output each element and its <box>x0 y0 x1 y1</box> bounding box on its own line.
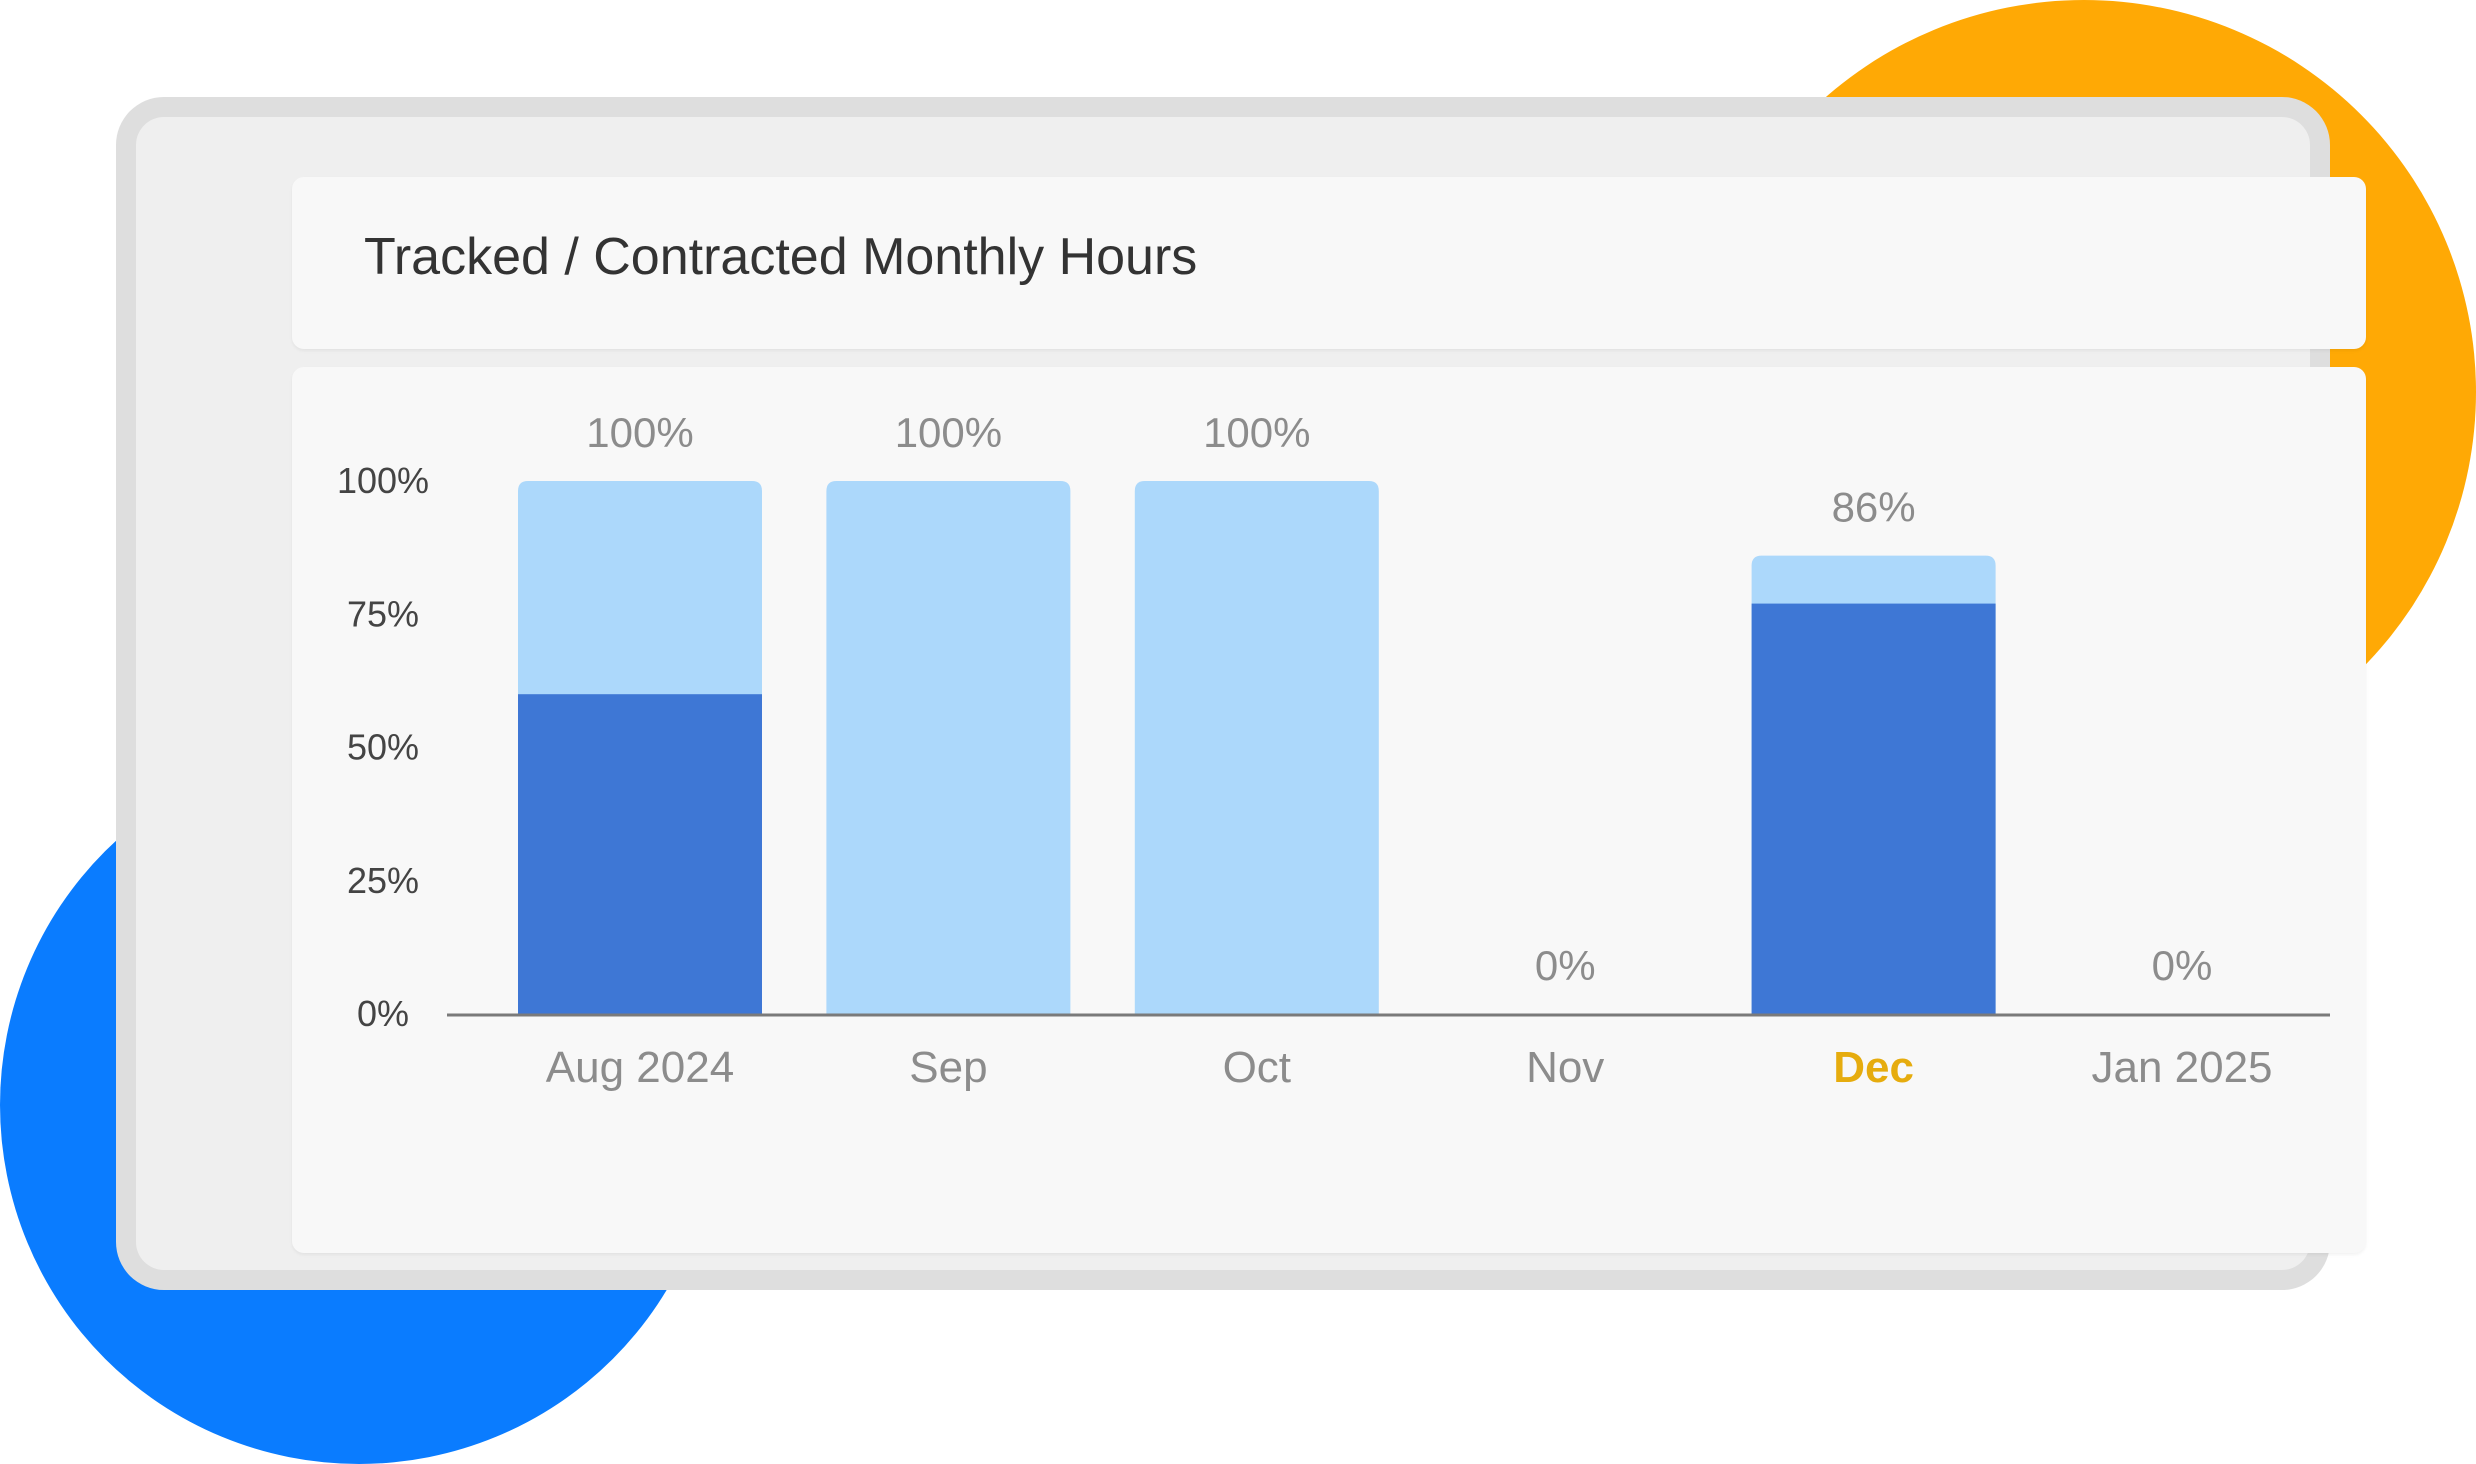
contracted-bar <box>1134 481 1379 1014</box>
y-tick-label: 75% <box>347 593 419 634</box>
bar-value-label: 0% <box>1535 942 1596 989</box>
bar-value-label: 100% <box>895 409 1002 456</box>
bar-value-label: 86% <box>1832 484 1916 531</box>
chart-title: Tracked / Contracted Monthly Hours <box>364 228 1198 286</box>
chart-panel: 0% 25% 50% 75% 100% 100% Aug 2024 100% Sep 100% Oc… <box>292 367 2366 1253</box>
x-tick-label: Dec <box>1833 1043 1914 1092</box>
x-tick-label: Nov <box>1526 1043 1604 1092</box>
x-tick-label: Jan 2025 <box>2091 1043 2272 1092</box>
contracted-bar <box>826 481 1071 1014</box>
tracked-bar <box>1751 603 1996 1014</box>
x-tick-label: Oct <box>1223 1043 1291 1092</box>
x-tick-label: Aug 2024 <box>546 1043 734 1092</box>
bar-value-label: 0% <box>2152 942 2213 989</box>
y-tick-label: 0% <box>357 993 409 1034</box>
bar-value-label: 100% <box>586 409 693 456</box>
y-tick-label: 100% <box>337 460 429 501</box>
dashboard-frame: Tracked / Contracted Monthly Hours 0% 25%… <box>116 97 2366 1290</box>
y-tick-label: 50% <box>347 727 419 768</box>
chart-header: Tracked / Contracted Monthly Hours <box>292 177 2366 349</box>
tracked-bar <box>518 694 762 1014</box>
x-tick-label: Sep <box>909 1043 987 1092</box>
y-tick-label: 25% <box>347 860 419 901</box>
bar-value-label: 100% <box>1203 409 1310 456</box>
bar-chart: 0% 25% 50% 75% 100% 100% Aug 2024 100% Sep 100% Oc… <box>337 409 2330 1092</box>
